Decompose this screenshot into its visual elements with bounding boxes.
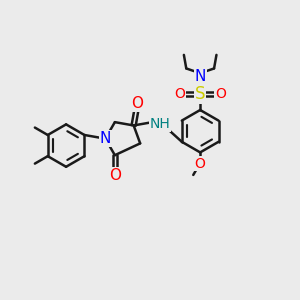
Text: N: N bbox=[194, 69, 206, 84]
Text: S: S bbox=[195, 85, 206, 103]
Text: O: O bbox=[215, 87, 226, 101]
Text: O: O bbox=[195, 157, 206, 171]
Text: O: O bbox=[174, 87, 185, 101]
Text: O: O bbox=[131, 96, 143, 111]
Text: N: N bbox=[100, 131, 111, 146]
Text: O: O bbox=[109, 168, 121, 183]
Text: NH: NH bbox=[149, 117, 170, 131]
